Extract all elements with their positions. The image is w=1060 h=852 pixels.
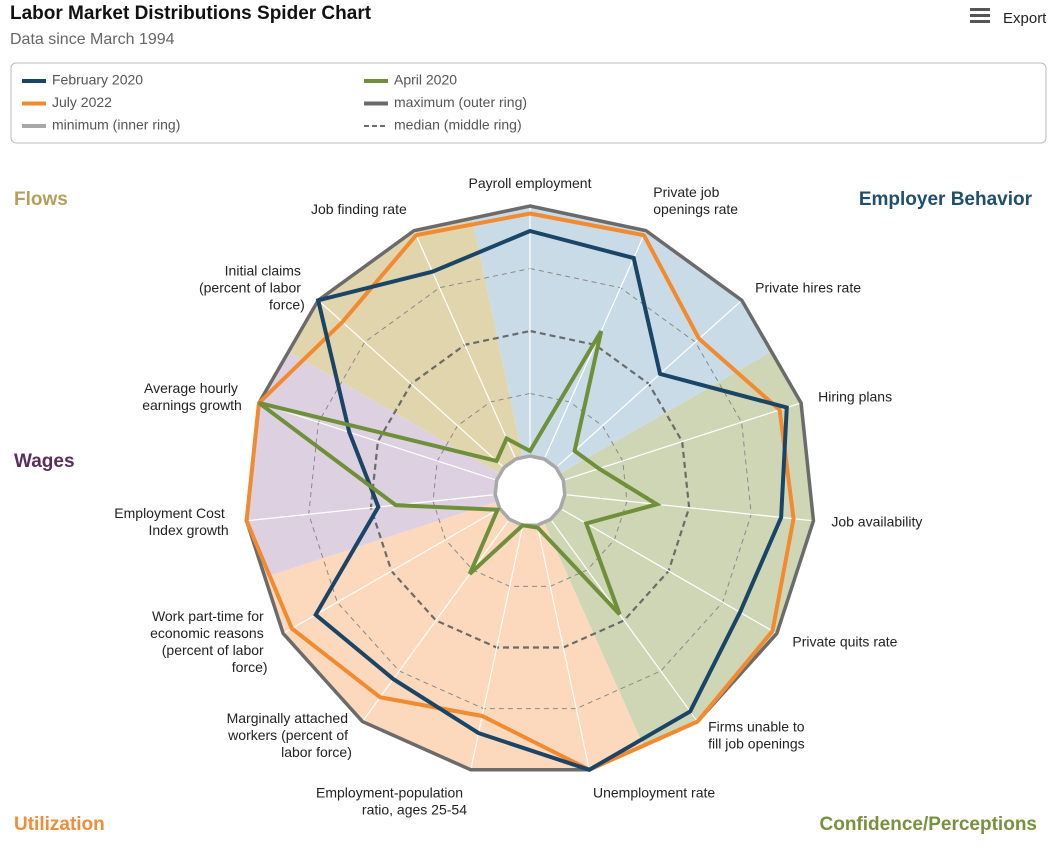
spoke bbox=[361, 518, 510, 722]
legend-label: July 2022 bbox=[52, 94, 112, 110]
group-sector bbox=[264, 491, 644, 770]
grid-ring bbox=[308, 267, 752, 710]
legend-label: minimum (inner ring) bbox=[52, 117, 180, 133]
legend-label: February 2020 bbox=[52, 72, 143, 88]
spoke bbox=[470, 525, 524, 770]
legend-box bbox=[10, 62, 1047, 144]
grid-ring bbox=[432, 392, 628, 587]
axis-label: Average hourly earnings growth bbox=[142, 380, 242, 413]
series-line bbox=[244, 211, 796, 772]
axis-label: Job availability bbox=[831, 513, 922, 529]
group-sector bbox=[246, 351, 530, 578]
axis-label: Payroll employment bbox=[469, 175, 592, 191]
menu-icon bbox=[970, 14, 990, 17]
median-ring bbox=[369, 329, 691, 649]
axis-label: Private hires rate bbox=[755, 279, 861, 295]
spoke bbox=[563, 402, 802, 481]
group-sector bbox=[288, 218, 530, 492]
spoke bbox=[550, 518, 699, 722]
legend-label: median (middle ring) bbox=[394, 117, 522, 133]
menu-icon bbox=[970, 8, 990, 11]
axis-label: Work part-time for economic reasons (per… bbox=[150, 608, 268, 675]
axis-label: Private job openings rate bbox=[653, 184, 738, 217]
spoke bbox=[555, 299, 743, 469]
spoke bbox=[536, 525, 590, 770]
series-line bbox=[257, 330, 662, 616]
spoke bbox=[317, 299, 505, 469]
group-sector bbox=[530, 351, 814, 746]
axis-label: Initial claims (percent of labor force) bbox=[199, 262, 305, 312]
chart-subtitle: Data since March 1994 bbox=[10, 31, 175, 48]
axis-label: Private quits rate bbox=[792, 633, 897, 649]
axis-label: Hiring plans bbox=[818, 388, 892, 404]
group-label: Wages bbox=[14, 451, 75, 472]
inner-ring bbox=[493, 454, 567, 527]
axis-label: Employment Cost Index growth bbox=[114, 505, 228, 538]
group-label: Utilization bbox=[14, 814, 105, 835]
axis-label: Marginally attached workers (percent of … bbox=[227, 710, 352, 760]
export-label[interactable]: Export bbox=[1003, 10, 1047, 27]
export-button[interactable]: Export bbox=[970, 8, 1047, 27]
axis-label: Unemployment rate bbox=[593, 784, 715, 800]
series-line bbox=[313, 228, 789, 772]
legend-label: maximum (outer ring) bbox=[394, 94, 527, 110]
group-label: Employer Behavior bbox=[859, 189, 1033, 210]
legend-label: April 2020 bbox=[394, 72, 457, 88]
spoke bbox=[246, 494, 496, 522]
group-label: Flows bbox=[14, 189, 68, 210]
axis-label: Firms unable to fill job openings bbox=[708, 718, 808, 751]
menu-icon bbox=[970, 20, 990, 23]
spoke bbox=[282, 507, 500, 635]
outer-ring bbox=[244, 204, 816, 772]
group-label: Confidence/Perceptions bbox=[820, 814, 1038, 835]
spoke bbox=[258, 402, 497, 481]
axis-label: Job finding rate bbox=[311, 201, 407, 217]
chart-title: Labor Market Distributions Spider Chart bbox=[10, 3, 372, 24]
spoke bbox=[413, 230, 517, 460]
axis-label: Employment-population ratio, ages 25-54 bbox=[316, 784, 467, 817]
spoke bbox=[564, 494, 814, 522]
